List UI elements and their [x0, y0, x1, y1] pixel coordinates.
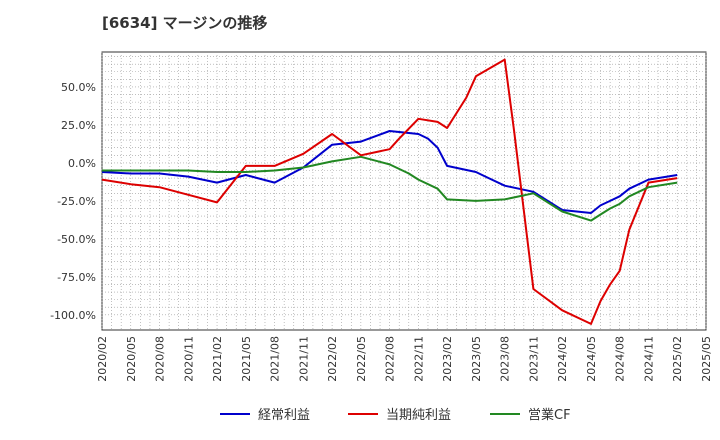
- x-tick-label: 2022/02: [326, 336, 339, 382]
- series-layer: [101, 58, 678, 325]
- x-tick-label: 2023/02: [441, 336, 454, 382]
- y-tick-label: -25.0%: [57, 195, 96, 208]
- series-line-3: [102, 155, 678, 222]
- x-tick-label: 2022/08: [384, 336, 397, 382]
- legend-label: 当期純利益: [386, 408, 451, 423]
- x-tick-label: 2021/05: [240, 336, 253, 382]
- x-tick-label: 2022/11: [412, 336, 425, 382]
- x-tick-label: 2021/02: [211, 336, 224, 382]
- series-line-1: [101, 130, 678, 214]
- y-tick-label: -100.0%: [50, 309, 96, 322]
- x-tick-label: 2024/08: [614, 336, 627, 382]
- chart-title: [6634] マージンの推移: [102, 14, 268, 32]
- x-tick-label: 2021/08: [269, 336, 282, 382]
- x-tick-label: 2020/11: [182, 336, 195, 382]
- x-tick-label: 2023/05: [470, 336, 483, 382]
- x-tick-label: 2025/02: [671, 336, 684, 382]
- x-tick-label: 2025/05: [700, 336, 713, 382]
- y-tick-label: 25.0%: [61, 119, 96, 132]
- x-axis-tick-labels: 2020/02 2020/05 2020/08 2020/11 2021/02 2021/…: [96, 336, 713, 382]
- legend-label: 経常利益: [258, 408, 310, 423]
- y-tick-label: -75.0%: [57, 271, 96, 284]
- x-tick-label: 2022/05: [355, 336, 368, 382]
- x-tick-label: 2023/08: [499, 336, 512, 382]
- y-tick-label: 0.0%: [68, 157, 96, 170]
- x-tick-label: 2023/11: [527, 336, 540, 382]
- x-tick-label: 2020/02: [96, 336, 109, 382]
- x-tick-label: 2024/02: [556, 336, 569, 382]
- x-tick-label: 2021/11: [297, 336, 310, 382]
- series-line-2: [101, 58, 678, 325]
- x-tick-label: 2024/11: [642, 336, 655, 382]
- y-axis-tick-labels: 50.0% 25.0% 0.0% -25.0% -50.0% -75.0% -100.0%: [50, 81, 96, 322]
- x-tick-label: 2020/05: [125, 336, 138, 382]
- y-tick-label: -50.0%: [57, 233, 96, 246]
- legend: 経常利益 当期純利益 営業CF: [220, 407, 571, 423]
- legend-label: 営業CF: [528, 407, 571, 423]
- x-tick-label: 2024/05: [585, 336, 598, 382]
- y-tick-label: 50.0%: [61, 81, 96, 94]
- plot-area: [101, 51, 707, 331]
- x-tick-label: 2020/08: [154, 336, 167, 382]
- grid-layer: [101, 52, 707, 330]
